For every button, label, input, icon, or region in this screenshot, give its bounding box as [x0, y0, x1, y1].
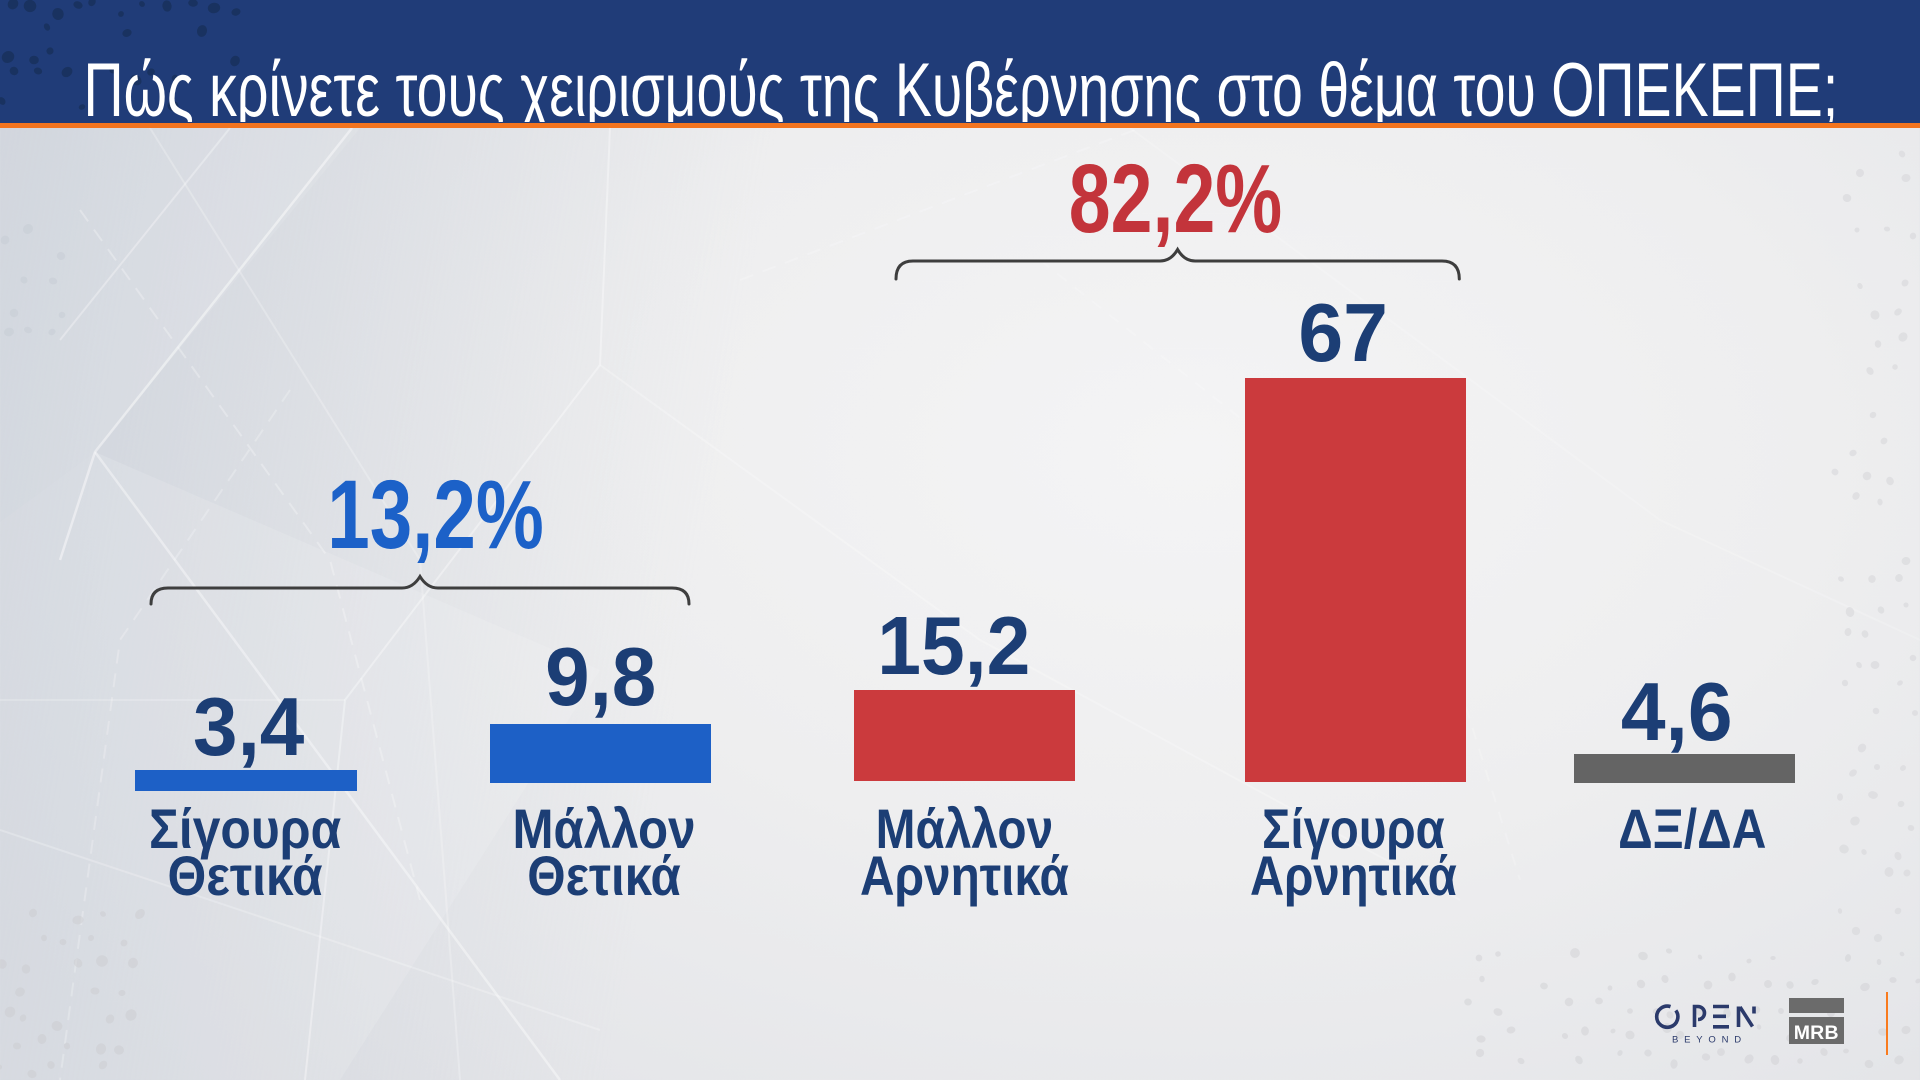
svg-text:BEYOND: BEYOND: [1672, 1035, 1747, 1046]
